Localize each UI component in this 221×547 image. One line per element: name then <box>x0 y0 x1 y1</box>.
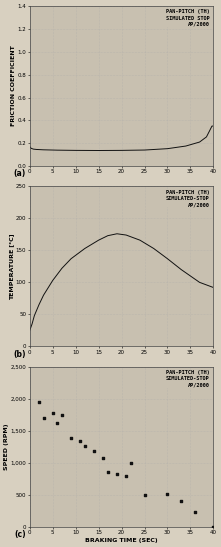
Point <box>60 410 64 419</box>
Point <box>115 469 119 478</box>
Point <box>69 433 73 442</box>
Point <box>166 490 169 498</box>
Y-axis label: TEMPERATURE [°C]: TEMPERATURE [°C] <box>10 233 14 300</box>
Text: (c): (c) <box>15 530 26 539</box>
Point <box>92 447 96 456</box>
Point <box>83 441 87 450</box>
Point <box>211 522 215 531</box>
Point <box>143 491 146 499</box>
Text: PAN-PITCH (TH)
SIMULATED-STOP
AP/2000: PAN-PITCH (TH) SIMULATED-STOP AP/2000 <box>166 370 210 387</box>
Point <box>179 497 183 505</box>
Point <box>101 453 105 462</box>
Y-axis label: FRICTION COEFFICIENT: FRICTION COEFFICIENT <box>11 46 16 126</box>
Point <box>37 398 41 406</box>
Point <box>124 472 128 480</box>
Point <box>106 467 110 476</box>
Text: PAN-PITCH (TH)
SIMULATED-STOP
AP/2000: PAN-PITCH (TH) SIMULATED-STOP AP/2000 <box>166 190 210 207</box>
X-axis label: BRAKING TIME (SEC): BRAKING TIME (SEC) <box>85 538 158 543</box>
Text: (b): (b) <box>14 350 26 358</box>
Text: PAN-PITCH (TH)
SIMULATED STOP
AP/2000: PAN-PITCH (TH) SIMULATED STOP AP/2000 <box>166 9 210 27</box>
Point <box>55 418 59 427</box>
Point <box>51 409 55 417</box>
Point <box>129 458 133 467</box>
Text: (a): (a) <box>14 169 26 178</box>
Point <box>193 508 197 516</box>
Point <box>78 437 82 445</box>
Point <box>42 414 45 422</box>
Y-axis label: SPEED (RPM): SPEED (RPM) <box>4 423 9 470</box>
